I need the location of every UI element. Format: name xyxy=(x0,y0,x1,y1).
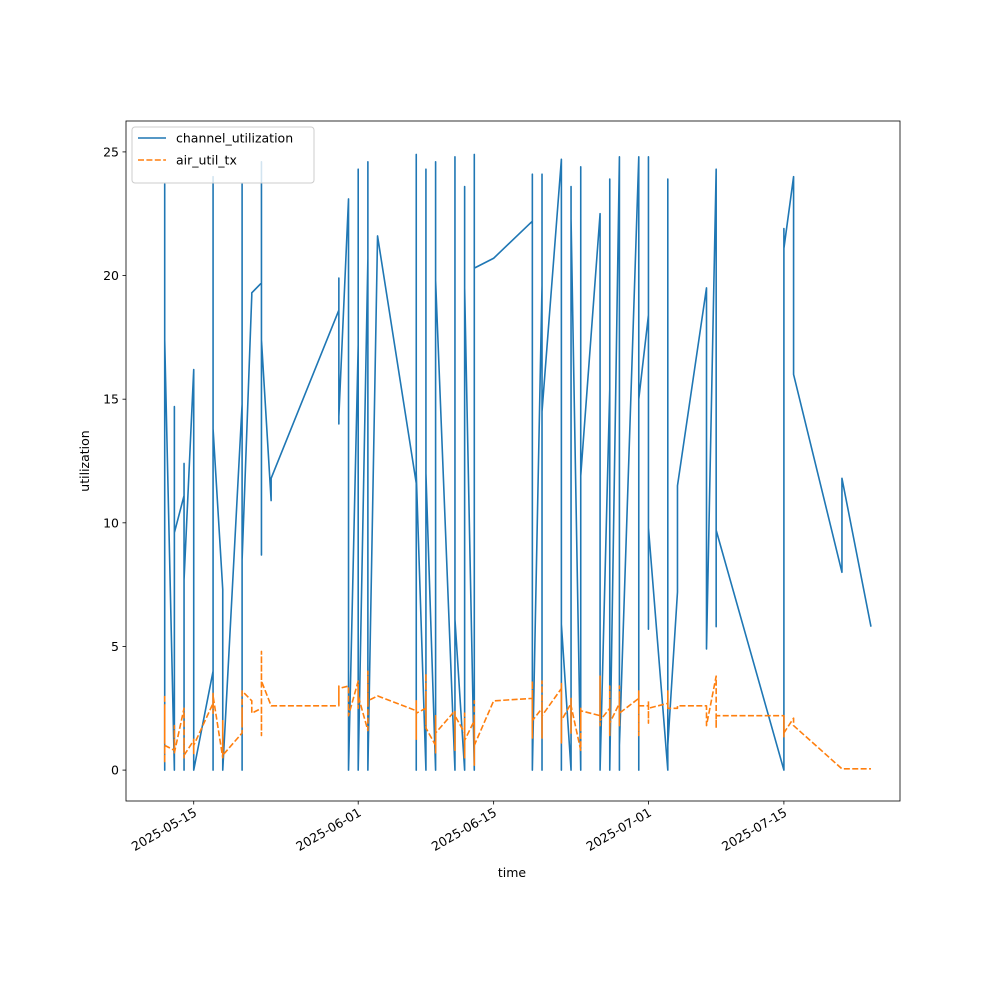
legend: channel_utilization air_util_tx xyxy=(131,126,315,184)
legend-label: channel_utilization xyxy=(176,131,293,146)
series-line xyxy=(163,650,871,770)
y-tick-label: 10 xyxy=(103,515,119,530)
y-tick-label: 0 xyxy=(111,763,119,778)
y-tick-label: 25 xyxy=(103,144,119,159)
y-axis-label: utilization xyxy=(77,430,92,491)
y-tick-label: 15 xyxy=(103,392,119,407)
legend-box xyxy=(131,126,315,184)
y-tick-label: 20 xyxy=(103,268,119,283)
plot-frame xyxy=(125,120,901,802)
y-tick-label: 5 xyxy=(111,639,119,654)
legend-label: air_util_tx xyxy=(176,153,237,168)
x-axis-label: time xyxy=(498,865,527,880)
